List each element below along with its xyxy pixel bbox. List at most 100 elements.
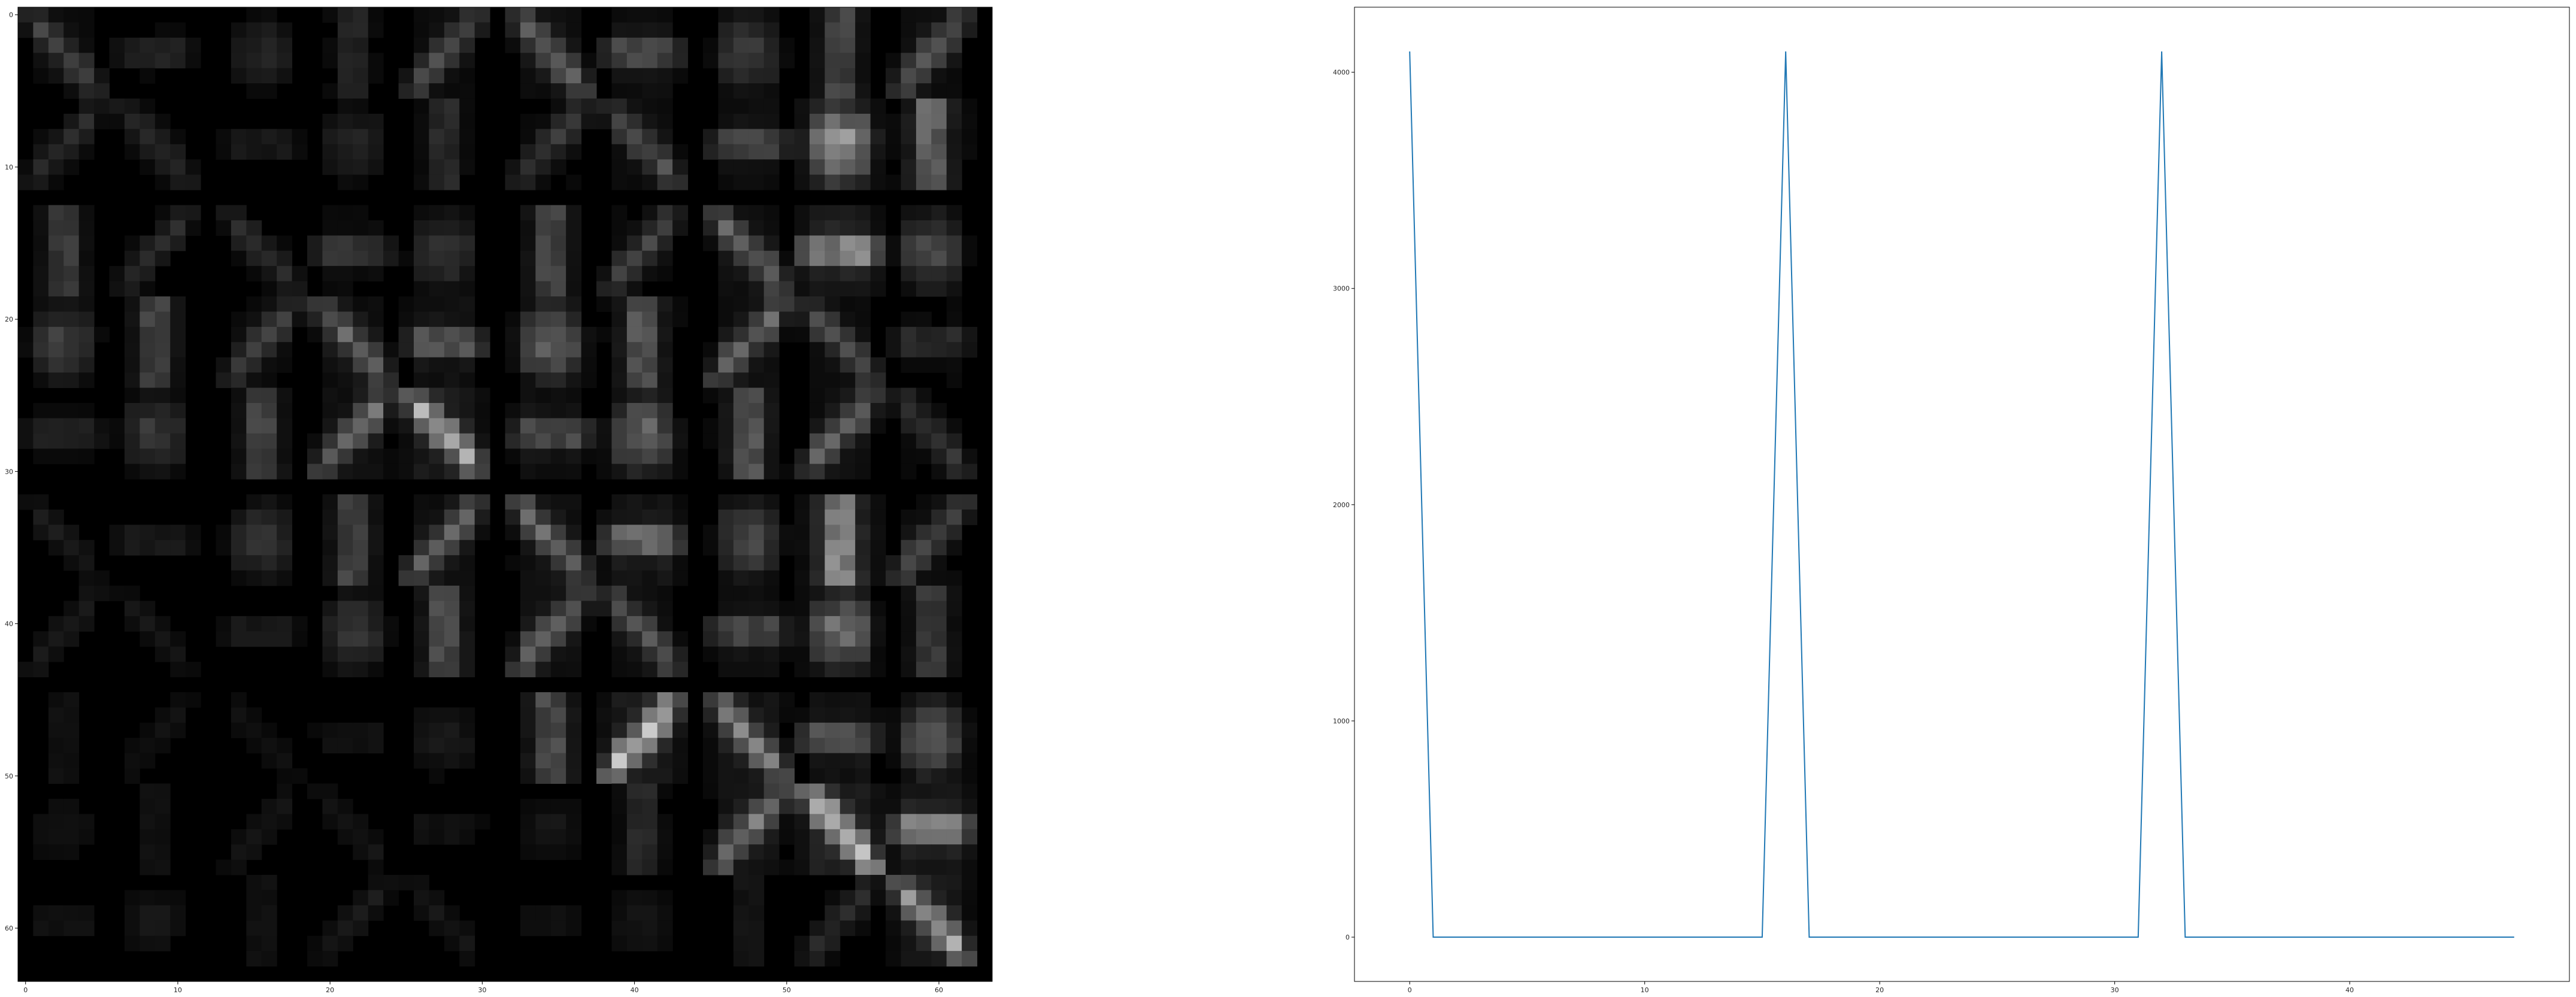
heatmap-pixel (535, 113, 551, 129)
heatmap-pixel (855, 296, 871, 312)
heatmap-pixel (840, 159, 856, 175)
heatmap-pixel (246, 129, 262, 145)
heatmap-pixel (931, 692, 947, 708)
heatmap-pixel (702, 646, 719, 662)
heatmap-pixel (733, 814, 749, 830)
line-y-tick-label: 4000 (1333, 69, 1350, 77)
heatmap-pixel (535, 418, 551, 434)
heatmap-pixel (642, 555, 658, 571)
heatmap-pixel (855, 601, 871, 617)
heatmap-pixel (261, 144, 277, 160)
heatmap-pixel (140, 418, 156, 434)
heatmap-pixel (672, 692, 689, 708)
heatmap-pixel (916, 159, 932, 175)
heatmap-pixel (322, 433, 338, 449)
heatmap-pixel (444, 98, 460, 114)
heatmap-pixel (840, 890, 856, 906)
heatmap-pixel (63, 707, 80, 723)
heatmap-pixel (840, 905, 856, 921)
heatmap-pixel (246, 144, 262, 160)
heatmap-pixel (611, 463, 628, 480)
heatmap-pixel (718, 616, 734, 632)
heatmap-pixel (398, 387, 414, 404)
heatmap-pixel (429, 631, 445, 647)
heatmap-pixel (626, 22, 643, 38)
heatmap-pixel (657, 37, 673, 53)
heatmap-pixel (550, 98, 566, 114)
heatmap-pixel (444, 68, 460, 84)
heatmap-pixel (140, 129, 156, 145)
heatmap-pixel (657, 768, 673, 784)
heatmap-pixel (277, 463, 293, 480)
heatmap-pixel (855, 98, 871, 114)
heatmap-pixel (140, 342, 156, 358)
heatmap-pixel (459, 266, 475, 282)
heatmap-pixel (779, 463, 795, 480)
line-y-tick-label: 1000 (1333, 717, 1350, 725)
heatmap-pixel (809, 463, 825, 480)
heatmap-pixel (459, 631, 475, 647)
heatmap-pixel (337, 798, 353, 814)
heatmap-pixel (261, 920, 277, 937)
heatmap-pixel (672, 311, 689, 328)
heatmap-pixel (261, 266, 277, 282)
heatmap-pixel (337, 98, 353, 114)
heatmap-pixel (596, 722, 612, 738)
heatmap-pixel (657, 129, 673, 145)
heatmap-pixel (307, 449, 323, 465)
heatmap-pixel (748, 7, 765, 23)
heatmap-pixel (916, 555, 932, 571)
heatmap-pixel (657, 722, 673, 738)
heatmap-pixel (277, 144, 293, 160)
heatmap-pixel (550, 798, 566, 814)
heatmap-pixel (78, 144, 95, 160)
heatmap-pixel (63, 814, 80, 830)
heatmap-pixel (718, 449, 734, 465)
heatmap-pixel (398, 570, 414, 586)
heatmap-pixel (550, 433, 566, 449)
heatmap-pixel (48, 250, 64, 266)
heatmap-pixel (962, 905, 978, 921)
heatmap-pixel (413, 326, 429, 343)
heatmap-pixel (946, 601, 962, 617)
heatmap-pixel (520, 144, 536, 160)
heatmap-pixel (611, 586, 628, 601)
heatmap-pixel (931, 174, 947, 190)
heatmap-pixel (109, 98, 125, 114)
heatmap-pixel (916, 311, 932, 328)
heatmap-pixel (886, 707, 901, 723)
heatmap-pixel (459, 144, 475, 160)
heatmap-pixel (581, 433, 597, 449)
heatmap-pixel (748, 205, 765, 221)
heatmap-pixel (931, 844, 947, 860)
heatmap-cell-block (109, 22, 201, 84)
heatmap-pixel (825, 692, 841, 708)
heatmap-pixel (353, 738, 369, 754)
heatmap-pixel (870, 509, 886, 525)
heatmap-pixel (353, 22, 369, 38)
heatmap-pixel (901, 525, 917, 541)
heatmap-pixel (626, 783, 643, 799)
heatmap-pixel (124, 53, 140, 69)
heatmap-pixel (718, 509, 734, 525)
heatmap-pixel (413, 646, 429, 662)
heatmap-pixel (931, 570, 947, 586)
heatmap-pixel (962, 738, 978, 754)
heatmap-pixel (78, 53, 95, 69)
heatmap-pixel (611, 783, 628, 799)
heatmap-pixel (383, 463, 399, 480)
heatmap-pixel (672, 509, 689, 525)
heatmap-pixel (413, 555, 429, 571)
heatmap-pixel (855, 616, 871, 632)
heatmap-pixel (63, 205, 80, 221)
heatmap-pixel (413, 890, 429, 906)
heatmap-pixel (916, 68, 932, 84)
heatmap-pixel (916, 98, 932, 114)
heatmap-pixel (246, 342, 262, 358)
heatmap-pixel (870, 738, 886, 754)
heatmap-pixel (825, 372, 841, 389)
heatmap-pixel (246, 449, 262, 465)
heatmap-pixel (611, 662, 628, 678)
heatmap-pixel (277, 631, 293, 647)
heatmap-pixel (78, 433, 95, 449)
